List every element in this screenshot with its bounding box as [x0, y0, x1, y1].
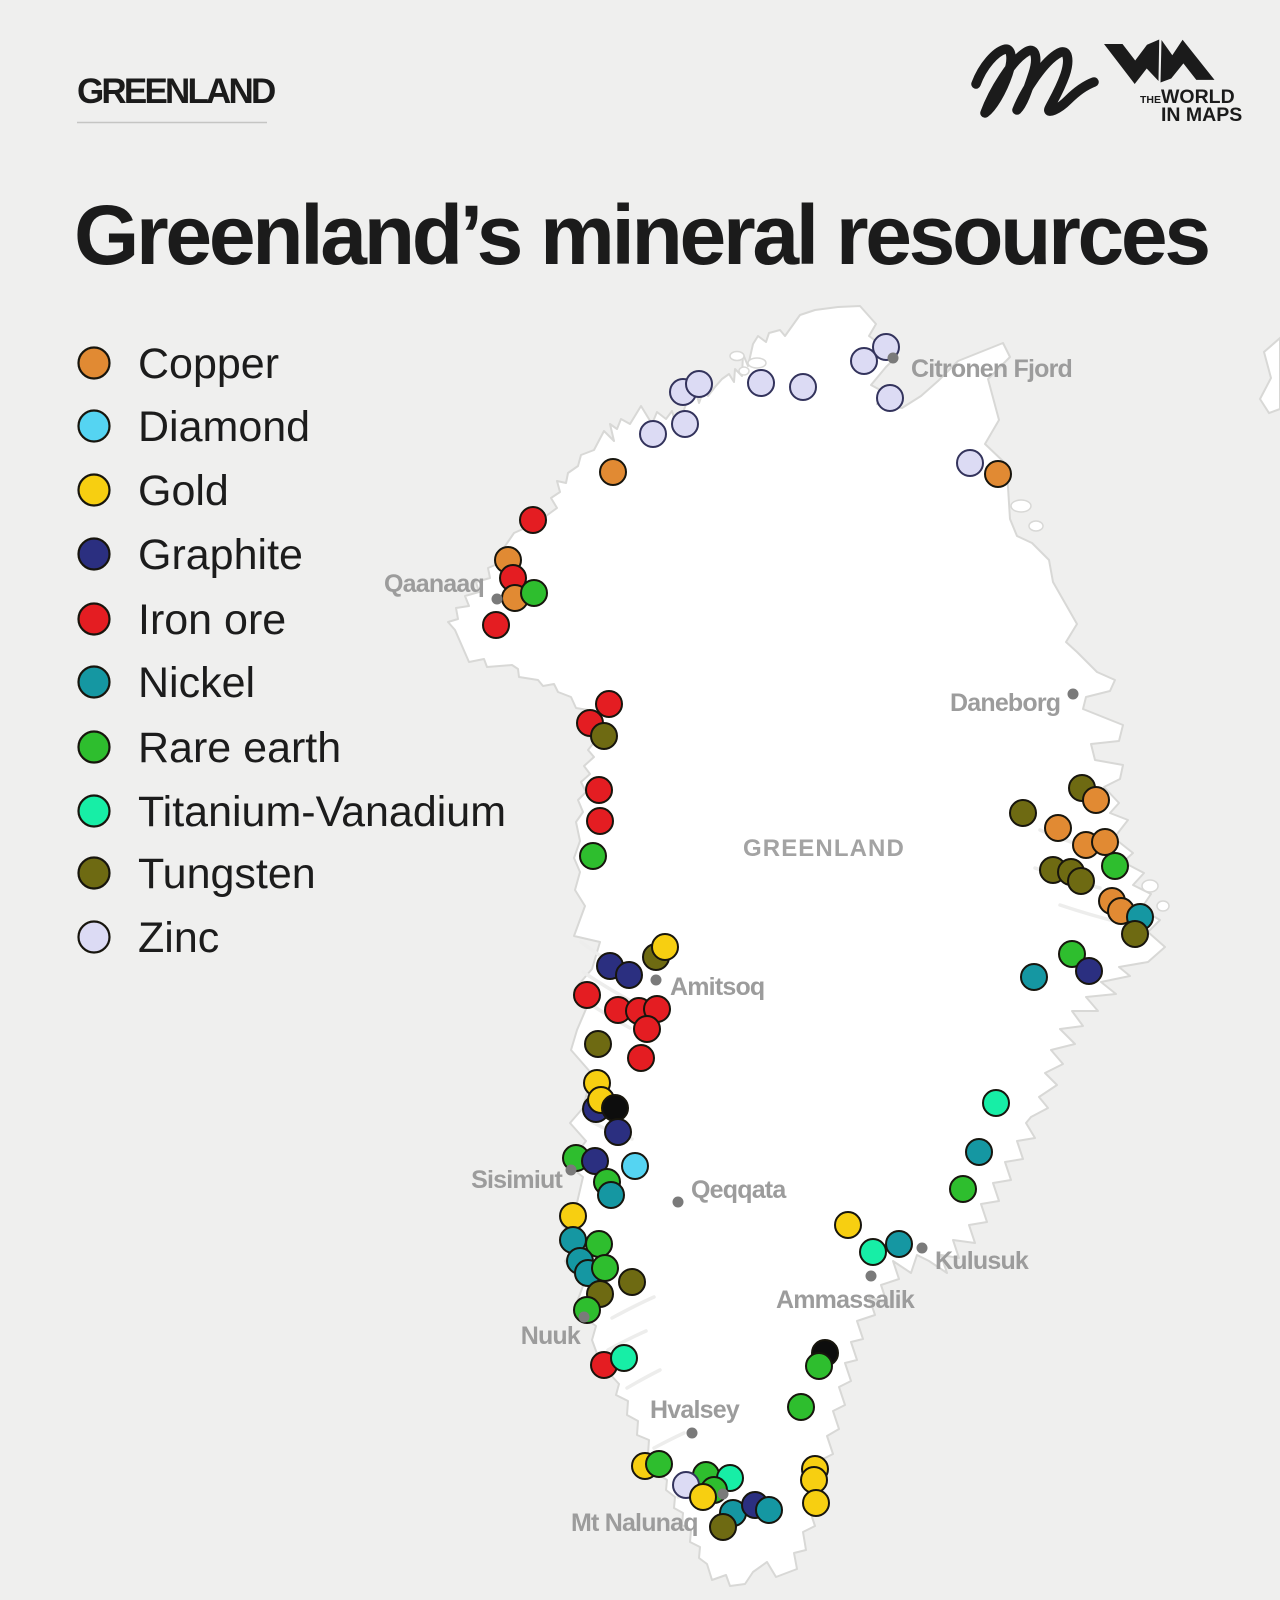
- svg-text:IN MAPS: IN MAPS: [1161, 104, 1242, 126]
- svg-text:Nuuk: Nuuk: [521, 1322, 581, 1350]
- svg-text:Copper: Copper: [138, 340, 279, 388]
- svg-text:Titanium-Vanadium: Titanium-Vanadium: [138, 788, 506, 836]
- svg-text:Nickel: Nickel: [138, 659, 255, 707]
- svg-text:Amitsoq: Amitsoq: [670, 973, 764, 1001]
- svg-text:Graphite: Graphite: [138, 531, 303, 579]
- svg-text:Hvalsey: Hvalsey: [650, 1396, 740, 1424]
- svg-text:Qeqqata: Qeqqata: [691, 1176, 787, 1204]
- svg-text:Zinc: Zinc: [138, 914, 219, 962]
- svg-text:Mt Nalunaq: Mt Nalunaq: [571, 1509, 698, 1537]
- svg-text:WORLD: WORLD: [1161, 86, 1235, 108]
- svg-text:Sisimiut: Sisimiut: [471, 1166, 563, 1194]
- svg-text:Tungsten: Tungsten: [138, 850, 316, 898]
- svg-text:GREENLAND: GREENLAND: [743, 835, 905, 862]
- svg-text:Qaanaaq: Qaanaaq: [384, 570, 484, 598]
- svg-text:Daneborg: Daneborg: [950, 689, 1060, 717]
- svg-text:Iron ore: Iron ore: [138, 596, 286, 644]
- svg-text:Ammassalik: Ammassalik: [776, 1286, 915, 1314]
- svg-text:Gold: Gold: [138, 467, 229, 515]
- svg-text:Greenland’s mineral resources: Greenland’s mineral resources: [74, 188, 1208, 282]
- svg-text:Rare earth: Rare earth: [138, 724, 341, 772]
- svg-text:Citronen Fjord: Citronen Fjord: [911, 355, 1072, 383]
- svg-text:Kulusuk: Kulusuk: [935, 1247, 1029, 1275]
- svg-text:Diamond: Diamond: [138, 403, 310, 451]
- svg-text:GREENLAND: GREENLAND: [77, 72, 275, 111]
- svg-text:THE: THE: [1140, 94, 1161, 106]
